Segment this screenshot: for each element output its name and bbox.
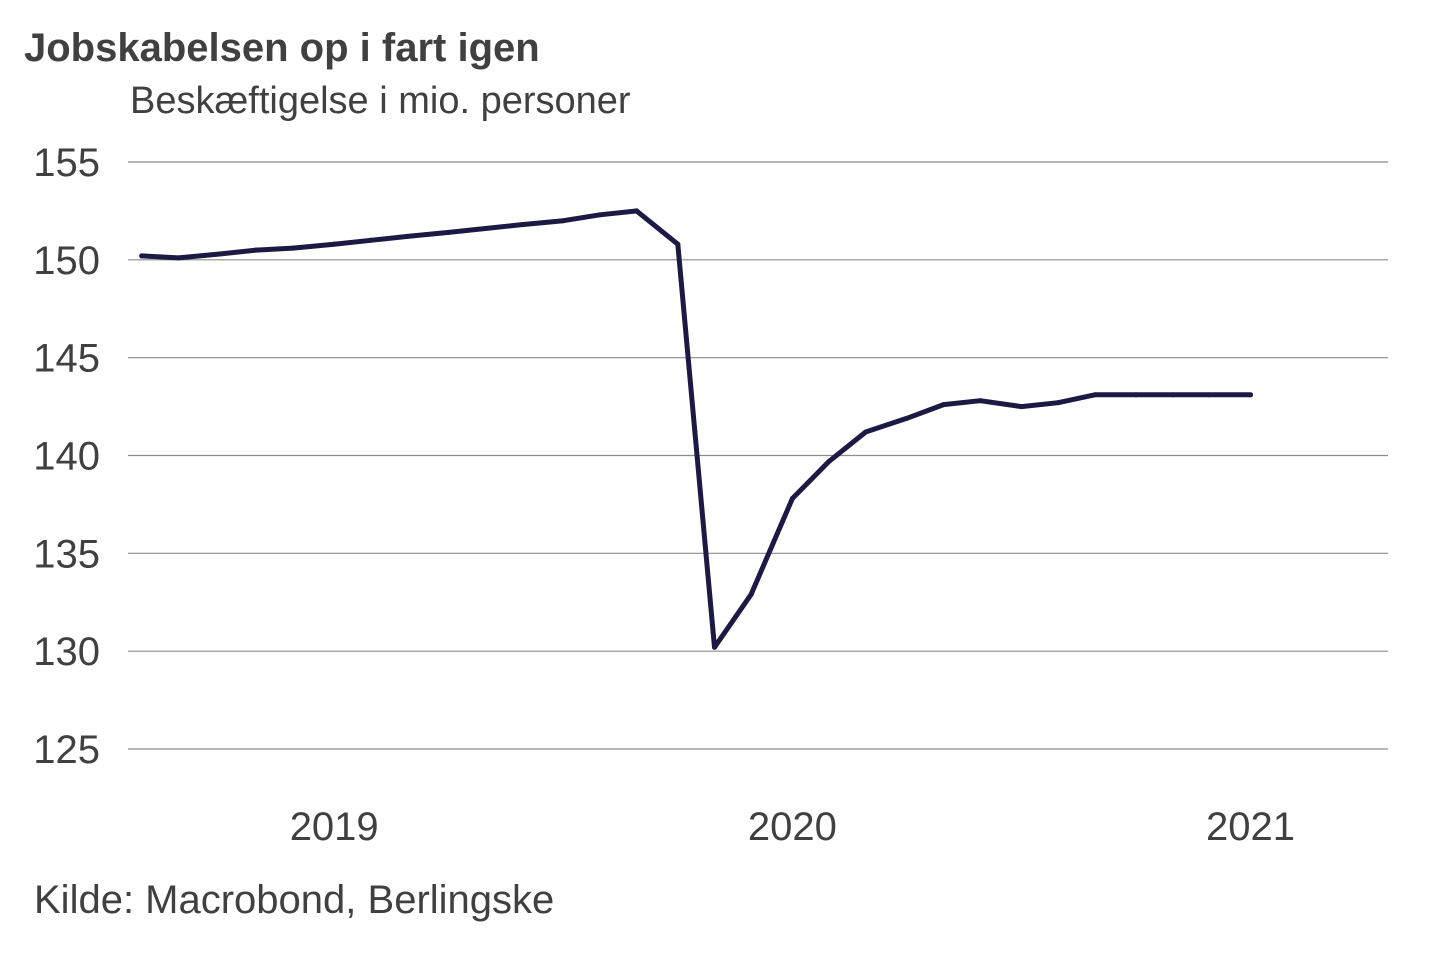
data-point bbox=[1055, 400, 1061, 406]
data-point bbox=[482, 226, 488, 232]
y-tick-label: 155 bbox=[33, 141, 100, 185]
data-point bbox=[1133, 392, 1139, 398]
data-point bbox=[1206, 392, 1212, 398]
data-point bbox=[560, 218, 566, 224]
data-point bbox=[941, 402, 947, 408]
data-point bbox=[290, 245, 296, 251]
data-point bbox=[748, 591, 754, 597]
y-tick-label: 145 bbox=[33, 337, 100, 381]
data-point bbox=[253, 247, 259, 253]
data-point bbox=[826, 458, 832, 464]
data-point bbox=[331, 241, 337, 247]
series-line bbox=[139, 208, 1253, 650]
data-point bbox=[1170, 392, 1176, 398]
y-tick-label: 130 bbox=[33, 630, 100, 674]
data-point bbox=[711, 644, 717, 650]
data-point bbox=[1018, 404, 1024, 410]
data-point bbox=[904, 415, 910, 421]
data-point bbox=[368, 237, 374, 243]
data-point bbox=[634, 208, 640, 214]
y-tick-label: 140 bbox=[33, 435, 100, 479]
x-tick-label: 2020 bbox=[748, 805, 837, 849]
y-tick-label: 150 bbox=[33, 239, 100, 283]
data-point bbox=[597, 212, 603, 218]
data-point bbox=[139, 253, 145, 259]
x-tick-label: 2021 bbox=[1206, 805, 1295, 849]
data-point bbox=[404, 233, 410, 239]
data-point bbox=[863, 429, 869, 435]
chart-subtitle: Beskæftigelse i mio. personer bbox=[130, 80, 631, 122]
data-point bbox=[217, 251, 223, 257]
data-point bbox=[789, 496, 795, 502]
y-tick-label: 135 bbox=[33, 532, 100, 576]
data-point bbox=[1092, 392, 1098, 398]
y-axis-ticks: 155 150 145 140 135 130 125 bbox=[33, 141, 100, 772]
data-point bbox=[446, 229, 452, 235]
x-axis-ticks: 2019 2020 2021 bbox=[290, 805, 1295, 849]
data-point bbox=[519, 222, 525, 228]
y-tick-label: 125 bbox=[33, 728, 100, 772]
data-point bbox=[1248, 392, 1254, 398]
data-point bbox=[675, 241, 681, 247]
chart-title: Jobskabelsen op i fart igen bbox=[24, 26, 540, 70]
x-tick-label: 2019 bbox=[290, 805, 379, 849]
source-note: Kilde: Macrobond, Berlingske bbox=[34, 878, 555, 922]
gridlines bbox=[128, 161, 1388, 750]
data-point bbox=[175, 255, 181, 261]
series-layer bbox=[139, 208, 1254, 650]
data-point bbox=[977, 398, 983, 404]
